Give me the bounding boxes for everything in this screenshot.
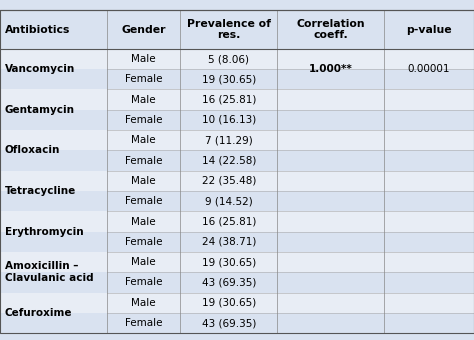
Text: Female: Female [125,318,162,328]
Bar [0,232,474,252]
Text: Erythromycin: Erythromycin [5,227,83,237]
Bar [0,191,474,211]
Text: Male: Male [131,95,155,105]
Text: 5 (8.06): 5 (8.06) [208,54,249,64]
Text: Male: Male [131,217,155,226]
Bar [0,313,474,333]
Text: Prevalence of
res.: Prevalence of res. [187,19,271,40]
Text: 19 (30.65): 19 (30.65) [201,74,256,84]
Text: 0.00001: 0.00001 [408,64,450,74]
Text: 10 (16.13): 10 (16.13) [201,115,256,125]
Text: Male: Male [131,298,155,308]
Bar [0,272,474,293]
Bar [0,69,474,89]
Bar [0,171,474,191]
Text: p-value: p-value [406,24,452,35]
Text: Female: Female [125,237,162,247]
Text: Gender: Gender [121,24,165,35]
Text: Antibiotics: Antibiotics [5,24,70,35]
Text: 9 (14.52): 9 (14.52) [205,196,253,206]
Bar [0,49,474,69]
Bar [0,89,474,110]
Bar [0,10,474,49]
Text: Tetracycline: Tetracycline [5,186,76,196]
Text: 19 (30.65): 19 (30.65) [201,257,256,267]
Text: Male: Male [131,54,155,64]
Text: Vancomycin: Vancomycin [5,64,75,74]
Text: 7 (11.29): 7 (11.29) [205,135,253,145]
Bar [0,252,474,272]
Text: Amoxicillin –
Clavulanic acid: Amoxicillin – Clavulanic acid [5,261,93,283]
Bar [0,293,474,313]
Text: 19 (30.65): 19 (30.65) [201,298,256,308]
Text: Female: Female [125,196,162,206]
Text: Cefuroxime: Cefuroxime [5,308,72,318]
Text: Female: Female [125,74,162,84]
Text: 43 (69.35): 43 (69.35) [201,318,256,328]
Bar [0,130,474,150]
Text: Female: Female [125,156,162,166]
Text: 16 (25.81): 16 (25.81) [201,217,256,226]
Bar [0,211,474,232]
Text: 24 (38.71): 24 (38.71) [201,237,256,247]
Text: Ofloxacin: Ofloxacin [5,146,60,155]
Text: 22 (35.48): 22 (35.48) [201,176,256,186]
Text: 14 (22.58): 14 (22.58) [201,156,256,166]
Bar [0,110,474,130]
Text: Male: Male [131,176,155,186]
Text: 16 (25.81): 16 (25.81) [201,95,256,105]
Bar [0,150,474,171]
Text: 1.000**: 1.000** [309,64,353,74]
Text: 43 (69.35): 43 (69.35) [201,277,256,287]
Text: Male: Male [131,135,155,145]
Text: Female: Female [125,277,162,287]
Text: Male: Male [131,257,155,267]
Text: Correlation
coeff.: Correlation coeff. [296,19,365,40]
Text: Female: Female [125,115,162,125]
Text: Gentamycin: Gentamycin [5,105,75,115]
